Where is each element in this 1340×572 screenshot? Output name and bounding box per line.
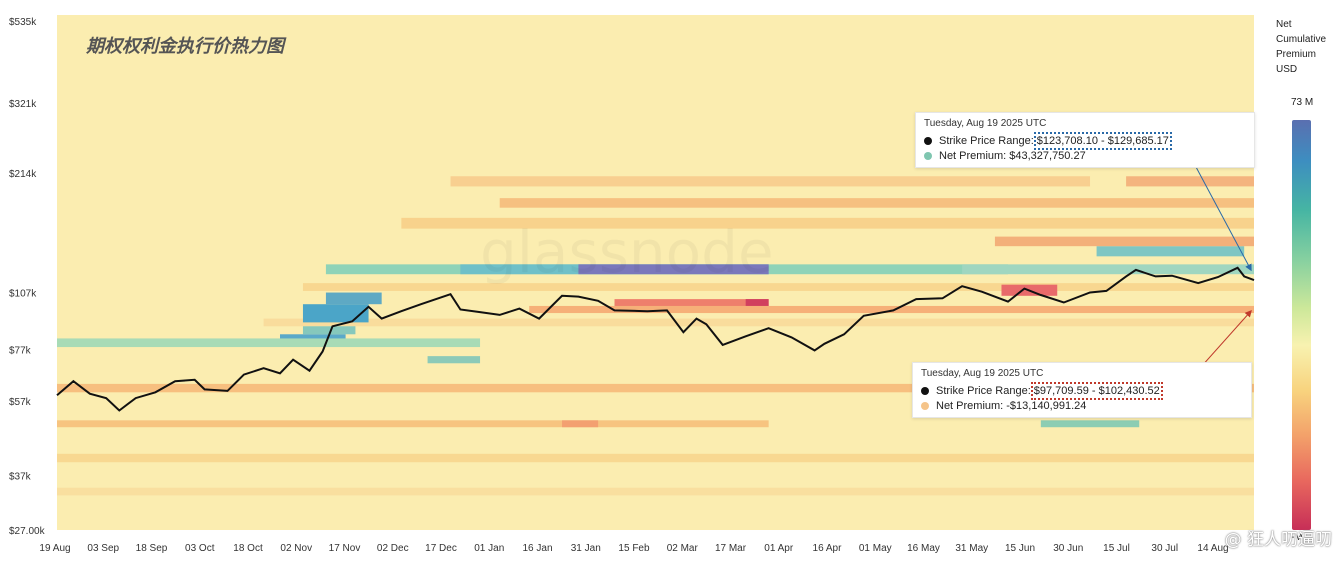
y-tick-label: $27.00k (9, 526, 46, 537)
x-tick-label: 01 Jan (474, 543, 504, 554)
x-tick-label: 30 Jun (1053, 543, 1083, 554)
heatmap-cell[interactable] (263, 318, 1254, 327)
x-tick-label: 15 Jun (1005, 543, 1035, 554)
legend-max-label: 73 M (1291, 97, 1314, 108)
x-tick-label: 03 Sep (87, 543, 119, 554)
y-tick-label: $57k (9, 397, 32, 408)
heatmap-cell[interactable] (57, 338, 481, 348)
x-axis-ticks: 19 Aug 03 Sep 18 Sep 03 Oct 18 Oct 02 Nov 17 N… (39, 543, 1228, 554)
strike-dot-icon (924, 136, 932, 145)
premium-dot-icon (921, 401, 929, 410)
legend-min-label: -M (1291, 532, 1303, 543)
heatmap-cell[interactable] (57, 420, 769, 428)
x-tick-label: 18 Oct (233, 543, 263, 554)
heatmap-cell[interactable] (499, 198, 1254, 208)
premium-label: Net Premium: (939, 149, 1007, 162)
heatmap-cell[interactable] (529, 305, 1254, 314)
heatmap-cell[interactable] (745, 299, 769, 308)
heatmap-cell[interactable] (427, 356, 481, 364)
heatmap-cell[interactable] (325, 292, 382, 305)
x-tick-label: 17 Mar (715, 543, 747, 554)
heatmap-cell[interactable] (401, 217, 1254, 229)
x-tick-label: 01 Apr (764, 543, 794, 554)
price-line (56, 266, 1255, 412)
tooltip-upper: Tuesday, Aug 19 2025 UTC Strike Price Ra… (915, 112, 1255, 168)
heatmap-cell[interactable] (962, 264, 1254, 275)
x-tick-label: 02 Dec (377, 543, 409, 554)
legend-title-line: USD (1276, 64, 1298, 75)
heatmap-cell[interactable] (578, 264, 769, 275)
strike-value: $123,708.10 - $129,685.17 (1033, 131, 1172, 150)
heatmap-cell[interactable] (450, 176, 1091, 187)
x-tick-label: 19 Aug (39, 543, 70, 554)
x-tick-label: 31 May (955, 543, 988, 554)
x-tick-label: 14 Aug (1197, 543, 1228, 554)
heatmap-cell[interactable] (1096, 246, 1245, 257)
heatmap-cell[interactable] (1040, 420, 1140, 428)
strike-label: Strike Price Range: (936, 384, 1031, 397)
x-tick-label: 03 Oct (185, 543, 215, 554)
y-tick-label: $107k (9, 289, 37, 300)
watermark: glassnode (480, 218, 774, 286)
heatmap-cell[interactable] (1126, 176, 1254, 187)
x-tick-label: 17 Dec (425, 543, 457, 554)
x-tick-label: 16 Jan (522, 543, 552, 554)
x-tick-label: 16 Apr (813, 543, 843, 554)
tooltip-lower: Tuesday, Aug 19 2025 UTC Strike Price Ra… (912, 362, 1252, 418)
legend-title-line: Premium (1276, 49, 1317, 60)
tooltip-arrow-upper (1187, 151, 1252, 272)
premium-dot-icon (924, 151, 932, 160)
x-tick-label: 15 Feb (618, 543, 650, 554)
heatmap-cell[interactable] (994, 236, 1254, 247)
x-tick-label: 31 Jan (571, 543, 601, 554)
x-tick-label: 17 Nov (329, 543, 361, 554)
x-tick-label: 30 Jul (1151, 543, 1178, 554)
x-tick-label: 02 Mar (667, 543, 699, 554)
x-tick-label: 18 Sep (136, 543, 168, 554)
premium-value: -$13,140,991.24 (1006, 399, 1087, 412)
y-axis-ticks: $535k $321k $214k $107k $77k $57k $37k $27.00k (9, 17, 46, 537)
x-tick-label: 16 May (907, 543, 940, 554)
strike-dot-icon (921, 386, 929, 395)
premium-heatmap-cells (57, 176, 1255, 496)
y-tick-label: $77k (9, 345, 32, 356)
legend-color-scale[interactable] (1292, 120, 1311, 530)
heatmap-cell[interactable] (614, 299, 769, 308)
credit-watermark: @ 狂人叨逼叨 (1224, 530, 1332, 550)
premium-label: Net Premium: (936, 399, 1004, 412)
heatmap-cell[interactable] (57, 453, 1254, 463)
y-tick-label: $37k (9, 472, 32, 483)
y-tick-label: $535k (9, 17, 37, 28)
heatmap-cell[interactable] (57, 383, 1254, 393)
heatmap-cell[interactable] (57, 487, 1254, 496)
x-tick-label: 01 May (859, 543, 892, 554)
heatmap-cell[interactable] (302, 304, 369, 323)
tooltip-date: Tuesday, Aug 19 2025 UTC (921, 368, 1044, 379)
x-tick-label: 02 Nov (280, 543, 312, 554)
premium-value: $43,327,750.27 (1009, 149, 1086, 162)
y-tick-label: $214k (9, 169, 37, 180)
heatmap-cell[interactable] (302, 283, 1255, 291)
strike-value: $97,709.59 - $102,430.52 (1030, 381, 1163, 400)
x-tick-label: 15 Jul (1103, 543, 1130, 554)
heatmap-cell[interactable] (562, 420, 599, 428)
strike-label: Strike Price Range: (939, 134, 1034, 147)
chart-title: 期权权利金执行价热力图 (85, 36, 287, 57)
heatmap-cell[interactable] (302, 326, 356, 335)
legend-title: Net Cumulative Premium USD (1276, 17, 1336, 77)
legend-title-line: Net (1276, 19, 1292, 30)
tooltip-date: Tuesday, Aug 19 2025 UTC (924, 118, 1047, 129)
y-tick-label: $321k (9, 99, 37, 110)
legend-title-line: Cumulative (1276, 34, 1327, 45)
